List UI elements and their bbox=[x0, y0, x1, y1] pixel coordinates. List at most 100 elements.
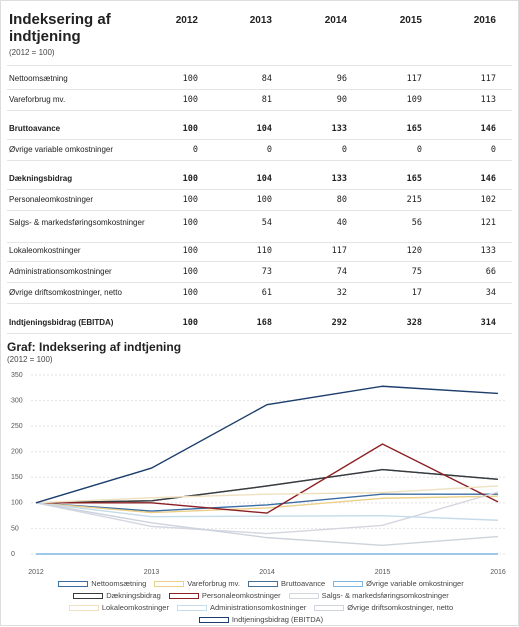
cell-value: 0 bbox=[266, 145, 272, 155]
legend-swatch bbox=[168, 592, 199, 599]
legend-label: Administrationsomkostninger bbox=[209, 603, 307, 612]
cell-value: 328 bbox=[406, 318, 422, 328]
legend-swatch bbox=[176, 604, 207, 611]
separator bbox=[7, 110, 512, 111]
x-tick-label: 2016 bbox=[490, 569, 506, 576]
row-label: Øvrige driftsomkostninger, netto bbox=[9, 288, 122, 297]
legend-label: Salgs- & markedsføringsomkostninger bbox=[321, 591, 449, 600]
separator bbox=[7, 303, 512, 304]
cell-value: 54 bbox=[261, 218, 272, 228]
cell-value: 100 bbox=[182, 95, 198, 105]
separator bbox=[7, 242, 512, 243]
cell-value: 100 bbox=[182, 288, 198, 298]
series-line bbox=[35, 502, 499, 547]
cell-value: 117 bbox=[480, 74, 496, 84]
cell-value: 133 bbox=[331, 174, 347, 184]
cell-value: 80 bbox=[336, 195, 347, 205]
legend-swatch bbox=[154, 580, 185, 587]
separator bbox=[7, 282, 512, 283]
legend-swatch bbox=[73, 592, 104, 599]
y-tick-label: 50 bbox=[11, 525, 19, 532]
legend-label: Lokaleomkostninger bbox=[101, 603, 169, 612]
cell-value: 109 bbox=[406, 95, 422, 105]
year-header: 2012 bbox=[175, 15, 198, 26]
cell-value: 100 bbox=[182, 174, 198, 184]
series-line bbox=[35, 491, 499, 535]
cell-value: 32 bbox=[336, 288, 347, 298]
legend-swatch bbox=[333, 580, 364, 587]
separator bbox=[7, 210, 512, 211]
x-tick-label: 2013 bbox=[144, 569, 160, 576]
legend-item: Dækningsbidrag bbox=[73, 591, 161, 600]
cell-value: 165 bbox=[406, 174, 422, 184]
cell-value: 0 bbox=[192, 145, 198, 155]
x-tick-label: 2014 bbox=[259, 569, 275, 576]
row-label: Personaleomkostninger bbox=[9, 195, 94, 204]
separator bbox=[7, 333, 512, 334]
separator bbox=[7, 160, 512, 161]
legend-item: Vareforbrug mv. bbox=[154, 579, 240, 588]
legend-item: Salgs- & markedsføringsomkostninger bbox=[288, 591, 449, 600]
cell-value: 0 bbox=[490, 145, 496, 155]
chart-title: Graf: Indeksering af indtjening bbox=[7, 340, 182, 354]
cell-value: 121 bbox=[480, 218, 496, 228]
cell-value: 17 bbox=[411, 288, 422, 298]
cell-value: 100 bbox=[182, 124, 198, 134]
cell-value: 117 bbox=[331, 246, 347, 256]
row-label: Indtjeningsbidrag (EBITDA) bbox=[9, 318, 114, 327]
cell-value: 102 bbox=[480, 195, 496, 205]
cell-value: 90 bbox=[336, 95, 347, 105]
cell-value: 100 bbox=[182, 246, 198, 256]
y-tick-label: 100 bbox=[11, 500, 23, 507]
legend-label: Dækningsbidrag bbox=[106, 591, 161, 600]
cell-value: 104 bbox=[256, 124, 272, 134]
cell-value: 81 bbox=[261, 95, 272, 105]
cell-value: 56 bbox=[411, 218, 422, 228]
cell-value: 133 bbox=[331, 124, 347, 134]
legend-swatch bbox=[58, 580, 89, 587]
row-label: Lokaleomkostninger bbox=[9, 246, 81, 255]
legend-item: Administrationsomkostninger bbox=[176, 603, 307, 612]
y-tick-label: 0 bbox=[11, 551, 15, 558]
cell-value: 215 bbox=[406, 195, 422, 205]
cell-value: 165 bbox=[406, 124, 422, 134]
cell-value: 61 bbox=[261, 288, 272, 298]
legend-swatch bbox=[314, 604, 345, 611]
series-line bbox=[35, 493, 498, 512]
row-label: Vareforbrug mv. bbox=[9, 95, 66, 104]
cell-value: 73 bbox=[261, 267, 272, 277]
legend-label: Nettoomsætning bbox=[91, 579, 147, 588]
cell-value: 40 bbox=[336, 218, 347, 228]
y-tick-label: 200 bbox=[11, 449, 23, 456]
legend-item: Nettoomsætning bbox=[58, 579, 146, 588]
row-label: Øvrige variable omkostninger bbox=[9, 145, 114, 154]
row-label: Dækningsbidrag bbox=[9, 174, 73, 183]
cell-value: 100 bbox=[256, 195, 272, 205]
y-tick-label: 250 bbox=[11, 423, 23, 430]
y-tick-label: 350 bbox=[11, 372, 23, 379]
cell-value: 84 bbox=[261, 74, 272, 84]
legend-swatch bbox=[247, 580, 278, 587]
legend-label: Vareforbrug mv. bbox=[187, 579, 240, 588]
year-header: 2016 bbox=[473, 15, 496, 26]
cell-value: 168 bbox=[256, 318, 272, 328]
cell-value: 100 bbox=[182, 74, 198, 84]
cell-value: 133 bbox=[480, 246, 496, 256]
cell-value: 66 bbox=[485, 267, 496, 277]
y-tick-label: 150 bbox=[11, 474, 23, 481]
legend-swatch bbox=[288, 592, 319, 599]
series-line bbox=[35, 385, 499, 504]
y-tick-label: 300 bbox=[11, 397, 23, 404]
series-line bbox=[35, 502, 499, 521]
cell-value: 292 bbox=[331, 318, 347, 328]
cell-value: 75 bbox=[411, 267, 422, 277]
legend-item: Lokaleomkostninger bbox=[68, 603, 169, 612]
legend-item: Øvrige driftsomkostninger, netto bbox=[314, 603, 453, 612]
row-label: Bruttoavance bbox=[9, 124, 61, 133]
row-label: Administrationsomkostninger bbox=[9, 267, 112, 276]
legend-swatch bbox=[198, 616, 229, 623]
separator bbox=[7, 189, 512, 190]
series-line bbox=[35, 485, 499, 504]
cell-value: 100 bbox=[182, 267, 198, 277]
